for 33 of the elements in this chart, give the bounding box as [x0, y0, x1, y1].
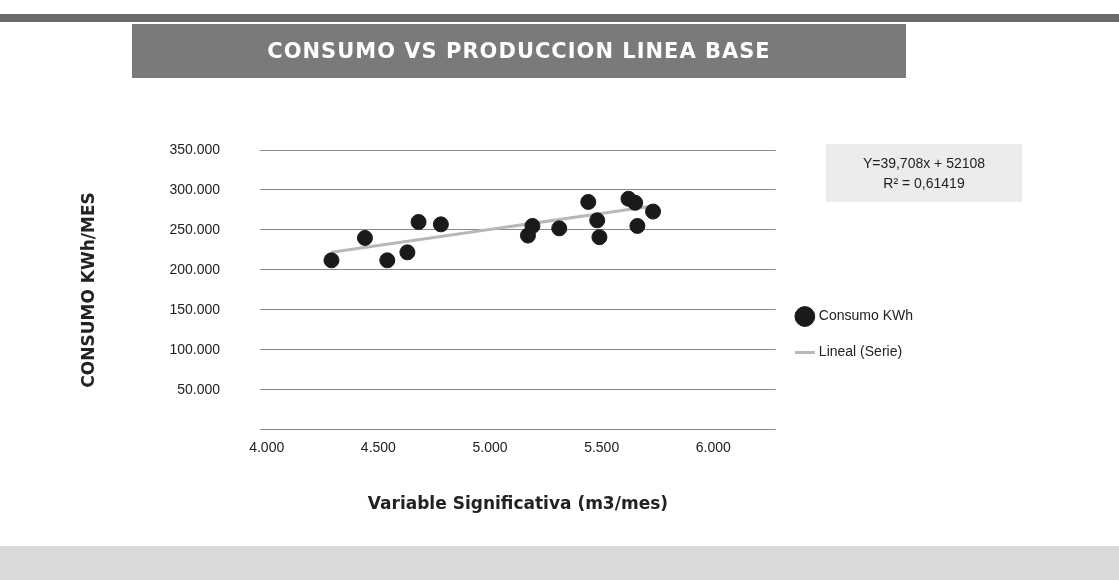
y-tick-label: 350.000: [169, 140, 221, 157]
point: [524, 217, 541, 234]
point: [399, 244, 416, 261]
point: [410, 213, 427, 230]
legend-label: Consumo KWh: [818, 307, 914, 324]
point: [645, 203, 662, 220]
y-tick-label: 250.000: [169, 220, 221, 237]
y-tick-label: 100.000: [169, 340, 221, 357]
text: Y=39,708x + 52108: [862, 154, 986, 173]
x-tick-label: 5.000: [472, 439, 508, 456]
point: [323, 252, 340, 269]
point: [356, 229, 373, 246]
y-tick-label: 300.000: [169, 180, 221, 197]
x-tick-label: 5.500: [584, 439, 620, 456]
x-tick-label: 4.000: [249, 439, 285, 456]
y-axis-title: CONSUMO KWh/MES: [77, 192, 98, 388]
point: [432, 216, 449, 233]
legend-label: Lineal (Serie): [818, 343, 903, 360]
point: [627, 194, 644, 211]
point: [629, 217, 646, 234]
x-axis-title: Variable Significativa (m3/mes): [367, 493, 669, 514]
point: [379, 252, 396, 269]
chart-title: CONSUMO VS PRODUCCION LINEA BASE: [132, 24, 906, 78]
y-tick-label: 200.000: [169, 260, 221, 277]
point: [551, 220, 568, 237]
x-tick-label: 4.500: [360, 439, 397, 456]
y-tick-label: 50.000: [177, 380, 221, 397]
text: R² = 0,61419: [883, 174, 965, 193]
x-tick-label: 6.000: [695, 439, 732, 456]
point: [591, 229, 608, 246]
point: [589, 212, 606, 229]
y-tick-label: 150.000: [169, 300, 221, 317]
point: [580, 193, 597, 210]
